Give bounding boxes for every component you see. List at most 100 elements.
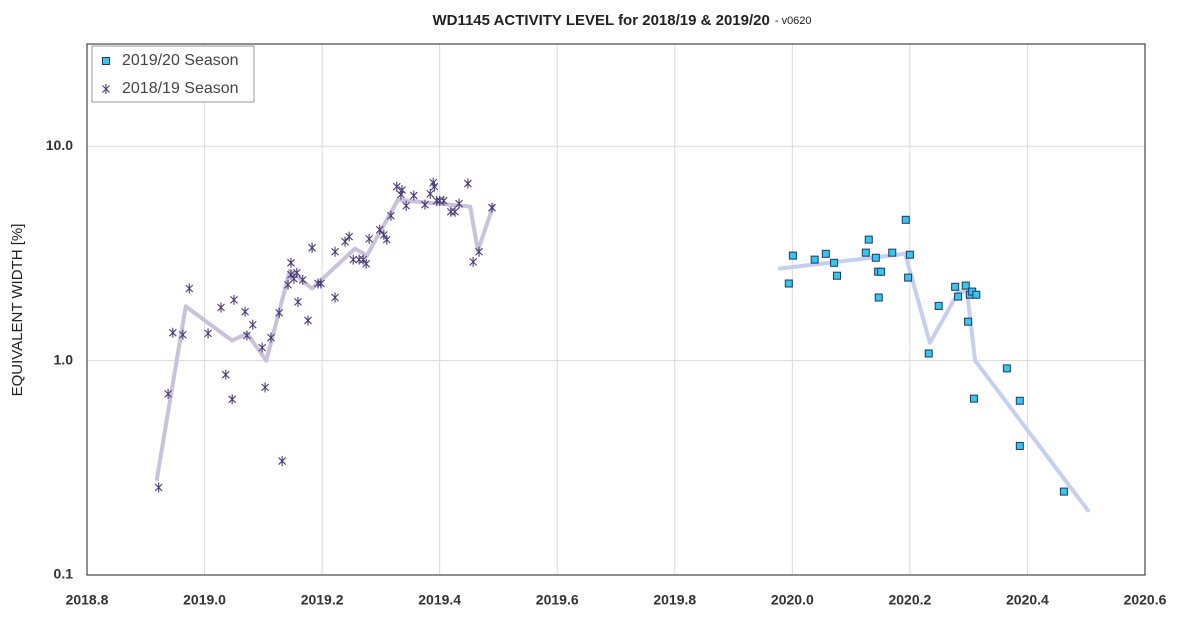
data-point (398, 185, 406, 196)
data-point (455, 198, 463, 209)
trend-line (154, 197, 496, 482)
data-point (784, 279, 793, 288)
data-point (1015, 396, 1024, 405)
data-point (379, 229, 388, 240)
data-point (228, 394, 237, 405)
data-point (382, 234, 391, 245)
data-point (969, 394, 978, 403)
x-tick-label: 2020.6 (1124, 592, 1167, 608)
x-tick-label: 2019.8 (653, 592, 696, 608)
data-point (298, 274, 307, 285)
data-point (905, 250, 914, 259)
data-point (426, 188, 435, 199)
y-axis-label: EQUIVALENT WIDTH [%] (9, 224, 26, 397)
data-point (954, 292, 963, 301)
data-point (439, 195, 448, 206)
legend-box (91, 45, 255, 103)
x-tick-label: 2019.2 (301, 592, 344, 608)
x-tick-label: 2020.0 (771, 592, 814, 608)
data-point (402, 200, 411, 211)
data-point (221, 369, 230, 380)
data-point (261, 382, 269, 393)
data-point (178, 329, 187, 340)
data-point (258, 342, 267, 353)
data-point (830, 258, 839, 267)
data-point (934, 301, 943, 310)
data-point (331, 246, 339, 257)
title: WD1145 ACTIVITY LEVEL for 2018/19 & 2019… (432, 12, 769, 29)
data-point (331, 292, 339, 303)
data-point (924, 349, 933, 358)
data-point (386, 210, 395, 221)
x-tick-label: 2020.4 (1006, 592, 1049, 608)
data-point (864, 235, 873, 244)
data-point (294, 296, 302, 307)
data-point (961, 281, 970, 290)
data-point (972, 290, 981, 299)
subtitle: - v0620 (775, 15, 812, 27)
plot-frame (86, 43, 1146, 576)
data-point (788, 251, 797, 260)
data-point (304, 315, 312, 326)
data-point (284, 279, 292, 290)
data-point (217, 302, 225, 313)
data-point (463, 178, 472, 189)
data-point (275, 307, 284, 318)
x-tick-label: 2020.2 (888, 592, 931, 608)
data-point (362, 258, 371, 269)
trend-line (778, 251, 1090, 513)
x-tick-label: 2018.8 (66, 592, 109, 608)
data-point (964, 317, 973, 326)
data-point (421, 199, 429, 210)
data-point (951, 282, 960, 291)
y-tick-label: 0.1 (54, 566, 74, 582)
data-point (168, 327, 177, 338)
data-point (287, 257, 295, 268)
data-point (871, 253, 880, 262)
data-point (375, 224, 384, 235)
data-point (164, 388, 173, 399)
data-point (287, 269, 295, 280)
data-point (409, 190, 418, 201)
data-point (241, 306, 250, 317)
data-point (904, 273, 913, 282)
data-point (1015, 441, 1024, 450)
data-point (185, 283, 194, 294)
data-point (833, 271, 842, 280)
data-point (430, 181, 439, 192)
data-point (267, 332, 275, 343)
x-tick-label: 2019.6 (536, 592, 579, 608)
data-point (877, 267, 886, 276)
x-tick-label: 2019.4 (418, 592, 461, 608)
data-point (204, 328, 212, 339)
data-point (475, 246, 483, 257)
data-point (901, 215, 910, 224)
data-point (359, 254, 368, 265)
data-point (308, 242, 317, 253)
legend-label: 2018/19 Season (122, 80, 239, 97)
data-point (821, 249, 830, 258)
data-point (345, 231, 354, 242)
data-point (248, 319, 257, 330)
chart-title: WD1145 ACTIVITY LEVEL for 2018/19 & 2019… (432, 12, 811, 29)
data-point (861, 248, 870, 257)
data-point (365, 233, 374, 244)
data-point (392, 181, 401, 192)
data-point (446, 206, 455, 217)
data-point (349, 254, 358, 265)
legend-marker (102, 84, 110, 94)
data-point (341, 236, 349, 247)
y-tick-label: 1.0 (54, 351, 74, 367)
legend-marker (102, 57, 110, 65)
data-point (230, 294, 238, 305)
data-point (278, 456, 287, 467)
data-point (1059, 487, 1068, 496)
data-point (242, 330, 251, 341)
data-point (488, 202, 496, 213)
x-tick-label: 2019.0 (183, 592, 226, 608)
data-point (451, 206, 459, 217)
data-point (292, 267, 301, 278)
data-point (874, 293, 883, 302)
data-point (888, 248, 897, 257)
